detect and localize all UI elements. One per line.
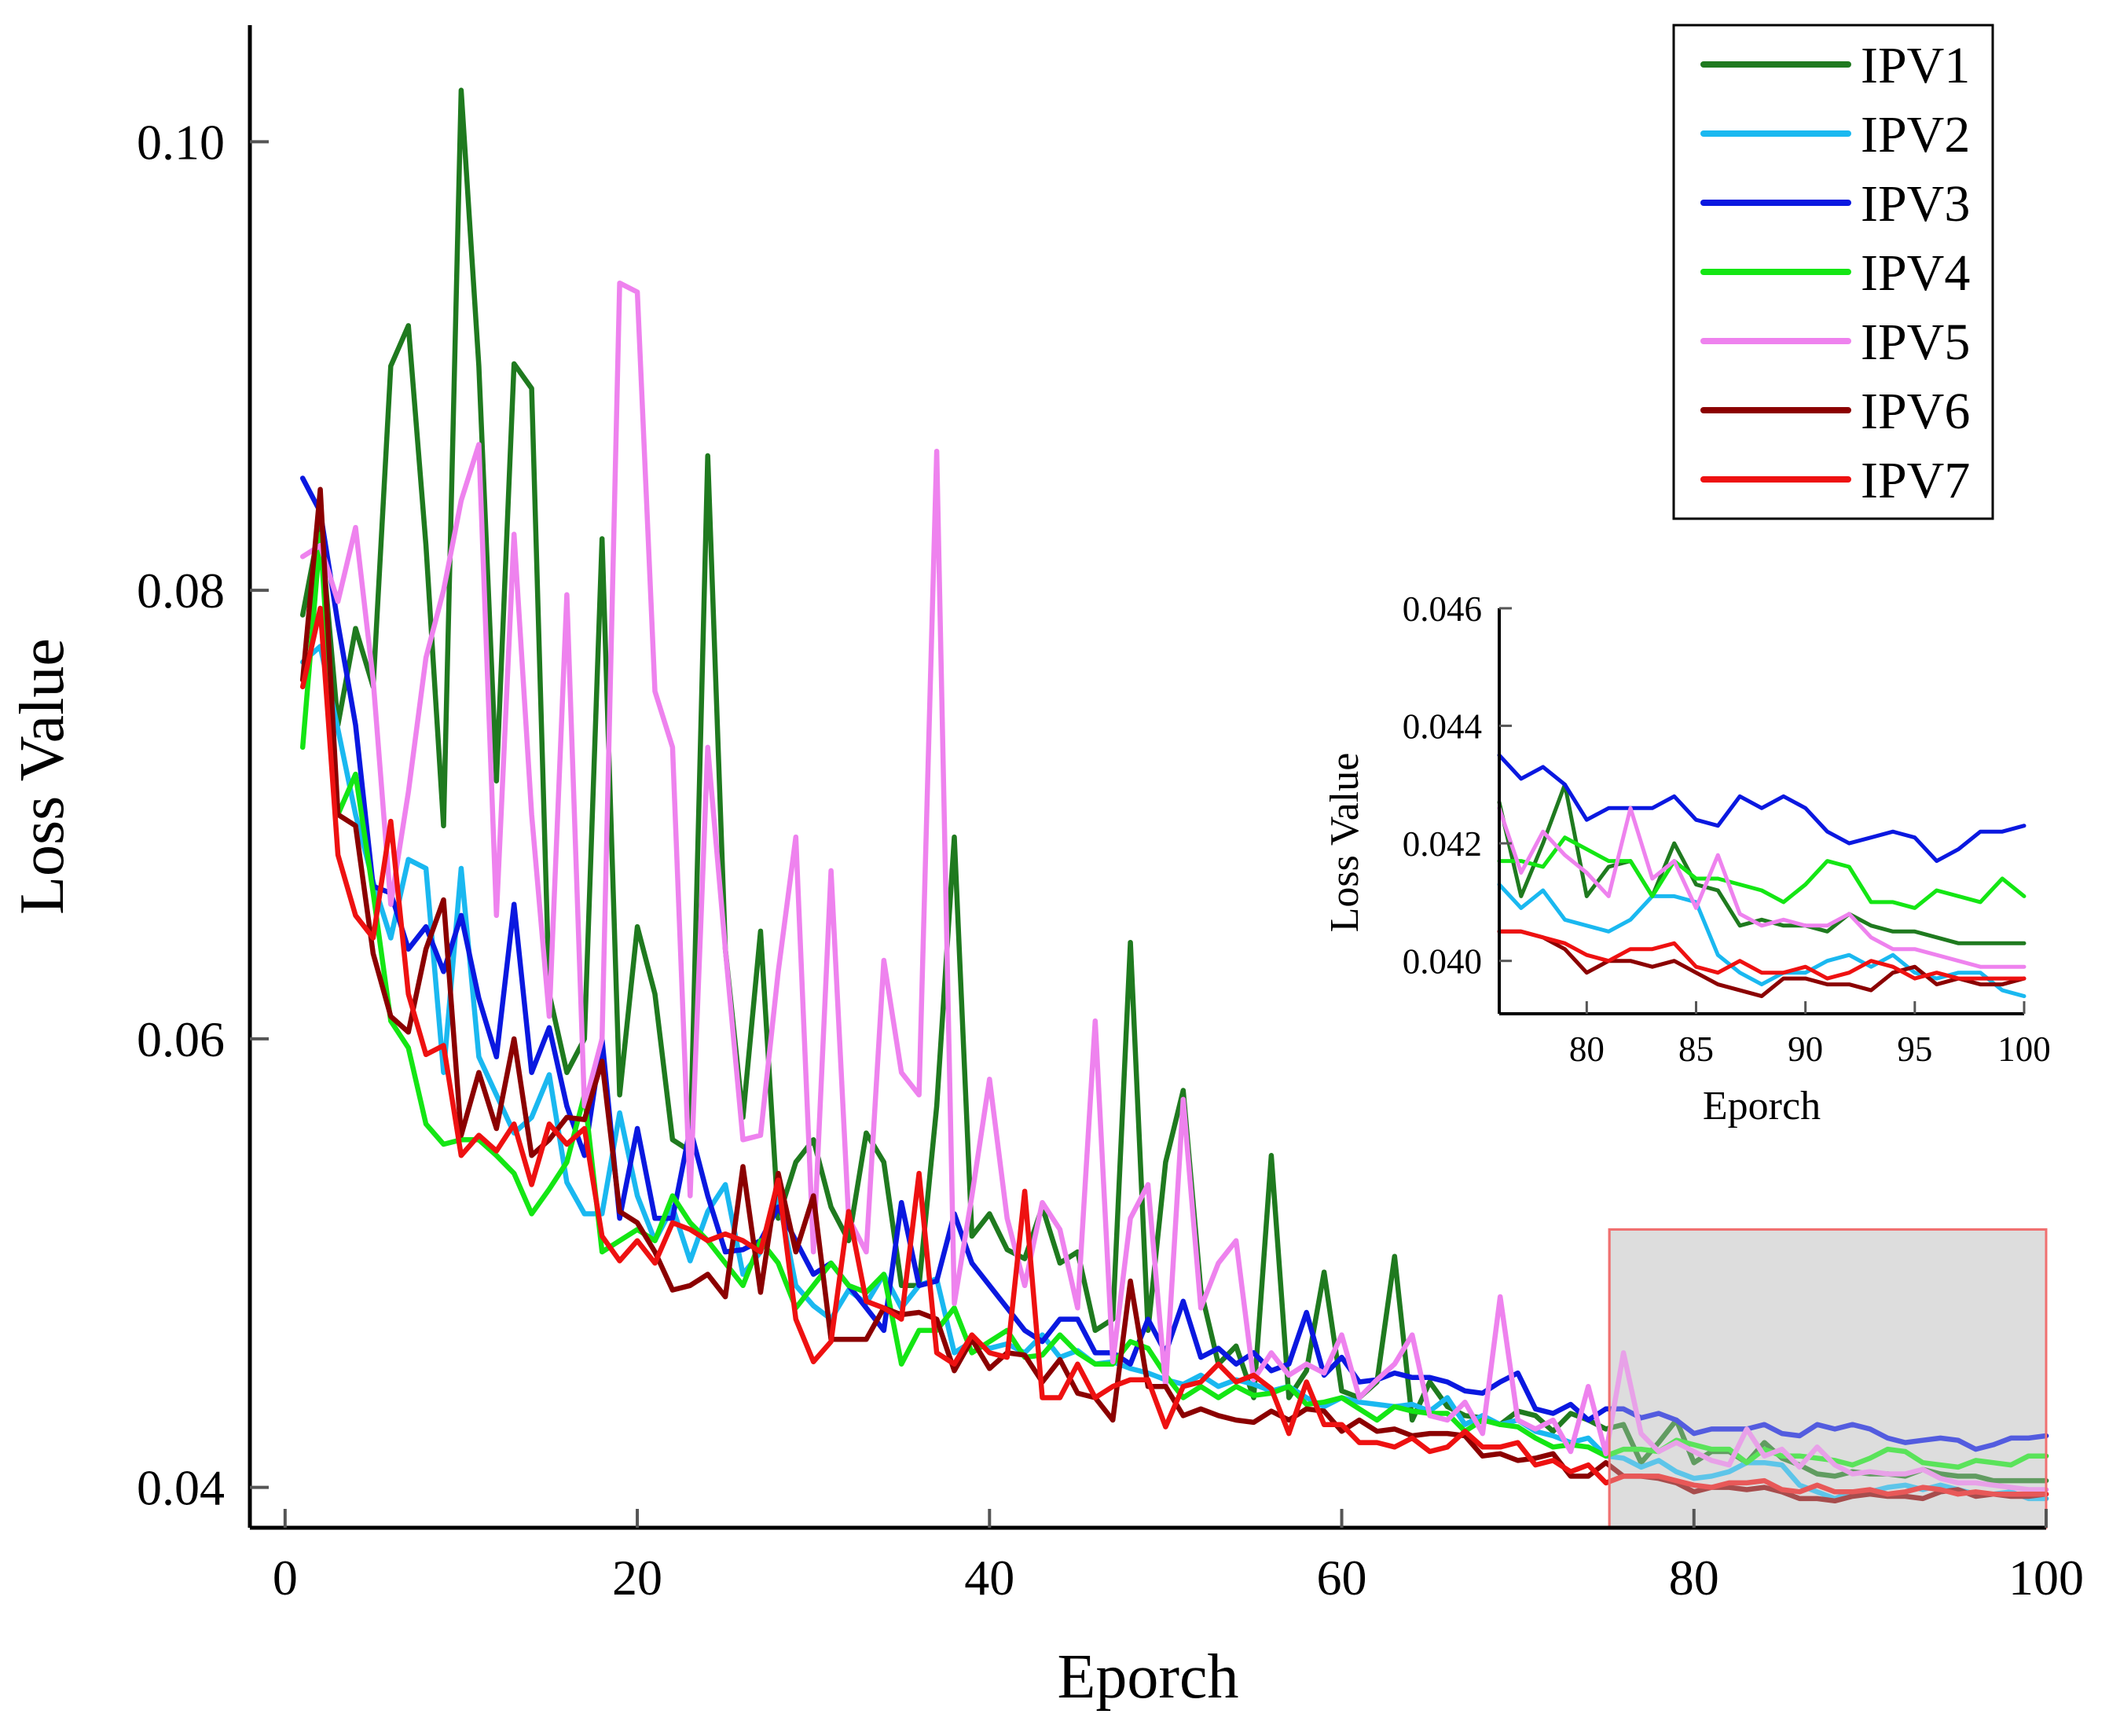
inset-x-tick-label: 95 (1897, 1029, 1932, 1069)
x-tick-label: 20 (612, 1550, 662, 1606)
legend-label-ipv2: IPV2 (1861, 106, 1970, 163)
inset-y-tick-label: 0.044 (1403, 707, 1482, 747)
inset-x-tick-label: 100 (1997, 1029, 2051, 1069)
inset-series-line-ipv6 (1497, 929, 2026, 999)
inset-tick-layer: 80 85 90 95 100 0.040 0.042 0.044 0.046 (1403, 589, 2051, 1069)
x-tick-label: 60 (1317, 1550, 1367, 1606)
legend-label-ipv6: IPV6 (1861, 383, 1970, 440)
zoom-region-overlay (1608, 1228, 2048, 1529)
inset-y-tick-label: 0.042 (1403, 824, 1482, 864)
y-tick-label: 0.10 (137, 114, 225, 170)
x-axis-title: Eporch (1057, 1642, 1238, 1712)
inset-series-line-ipv3 (1497, 753, 2026, 864)
legend-label-ipv1: IPV1 (1861, 37, 1970, 94)
main-axes (248, 25, 2046, 1530)
x-tick-label: 40 (964, 1550, 1014, 1606)
inset-x-tick-label: 80 (1569, 1029, 1605, 1069)
legend: IPV1 IPV2 IPV3 IPV4 IPV5 IPV6 IPV7 (1672, 24, 1994, 520)
y-tick-label: 0.08 (137, 563, 225, 618)
series-line-ipv7 (299, 605, 2049, 1497)
inset-series-line-ipv1 (1497, 782, 2026, 945)
y-tick-label: 0.06 (137, 1011, 225, 1067)
inset-series-line-ipv4 (1497, 835, 2026, 910)
inset-series-line-ipv7 (1497, 929, 2026, 981)
inset-background (1499, 608, 2024, 1014)
main-tick-layer: 0 20 40 60 80 100 0.04 0.06 0.08 0.10 (137, 114, 2084, 1606)
inset-y-tick-label: 0.040 (1403, 942, 1482, 982)
inset-y-axis-title: Loss Value (1322, 753, 1367, 933)
x-tick-label: 100 (2008, 1550, 2084, 1606)
legend-label-ipv5: IPV5 (1861, 314, 1970, 371)
y-axis-title: Loss Value (8, 638, 77, 915)
inset-y-tick-label: 0.046 (1403, 589, 1482, 629)
series-line-ipv2 (299, 644, 2049, 1502)
series-line-ipv5 (299, 280, 2049, 1492)
main-series-layer (299, 87, 2049, 1529)
inset-x-axis-title: Eporch (1703, 1084, 1821, 1129)
legend-label-ipv4: IPV4 (1861, 244, 1970, 302)
inset-chart: 80 85 90 95 100 0.040 0.042 0.044 0.046 Eporch L… (1322, 589, 2051, 1129)
inset-series-line-ipv5 (1497, 806, 2026, 969)
inset-series-layer (1497, 753, 2026, 999)
inset-x-tick-label: 90 (1788, 1029, 1823, 1069)
y-tick-label: 0.04 (137, 1460, 225, 1516)
x-tick-label: 0 (273, 1550, 298, 1606)
series-line-ipv1 (299, 87, 2049, 1484)
inset-x-tick-label: 85 (1678, 1029, 1714, 1069)
x-tick-label: 80 (1669, 1550, 1719, 1606)
legend-label-ipv3: IPV3 (1861, 175, 1970, 233)
inset-series-line-ipv2 (1497, 883, 2026, 999)
legend-label-ipv7: IPV7 (1861, 452, 1970, 509)
